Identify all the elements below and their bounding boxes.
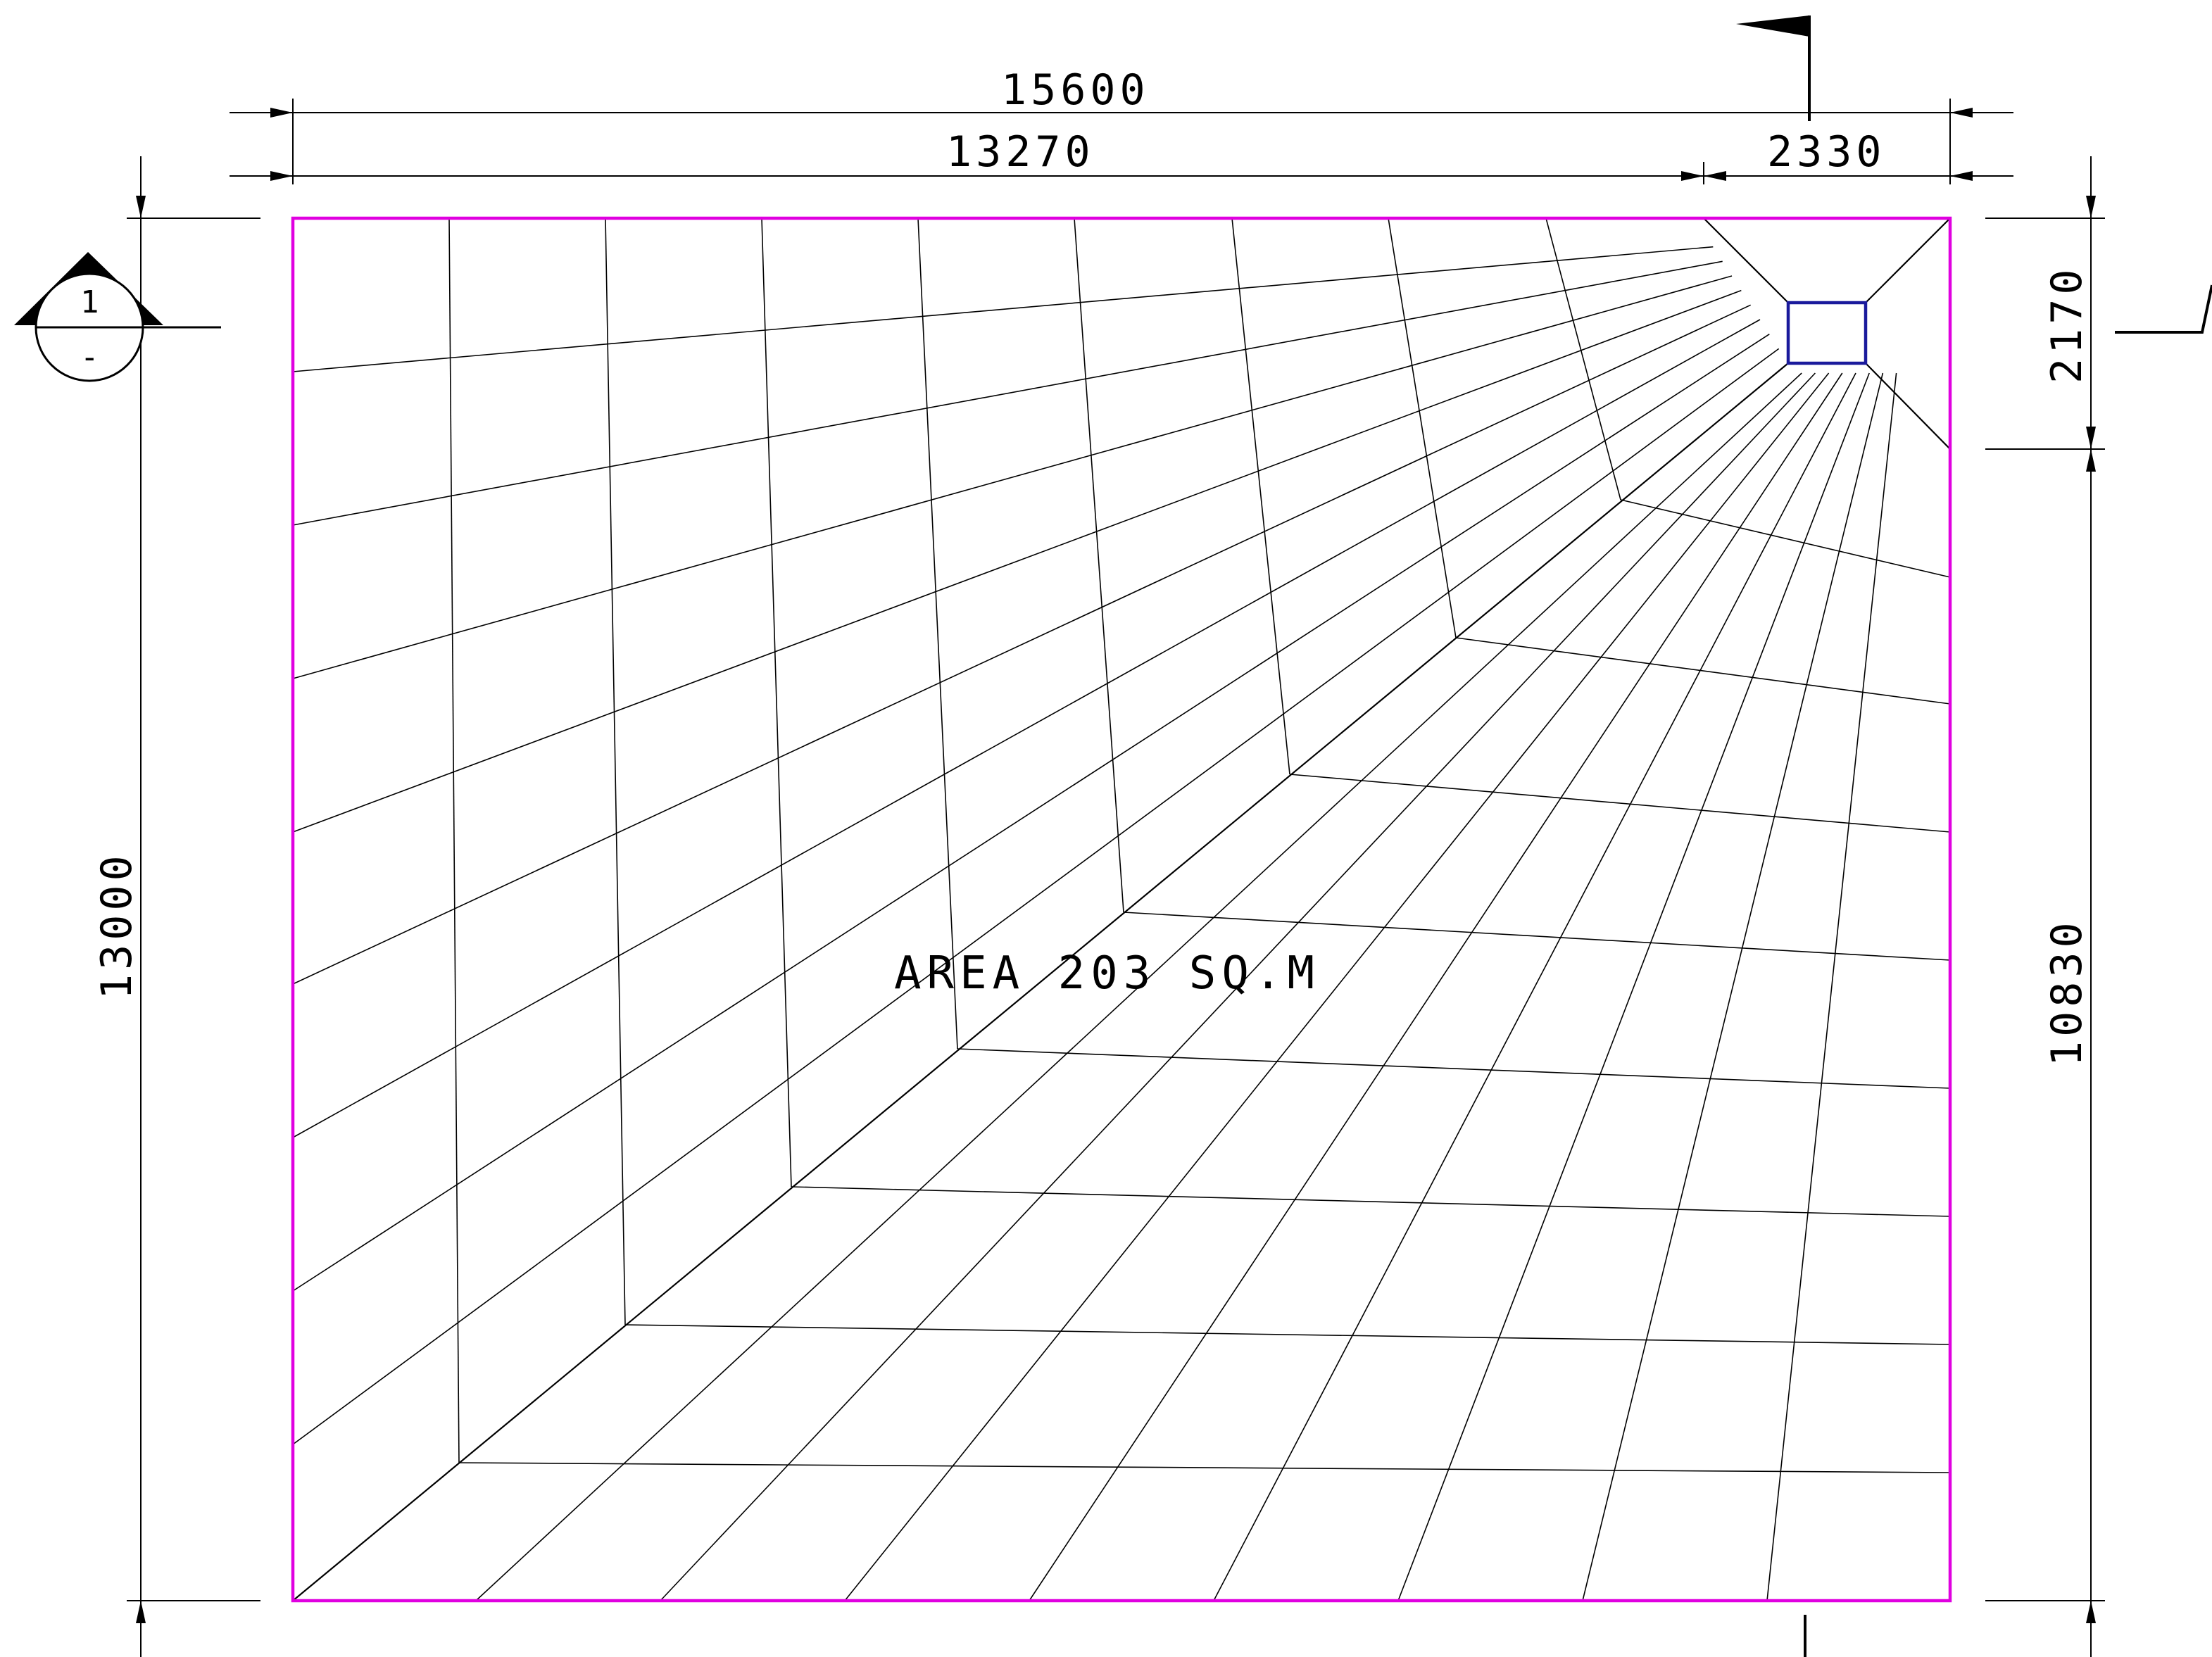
fan-line-bottom xyxy=(1029,372,1843,1601)
arrow-head xyxy=(2086,427,2096,449)
dimension-left-overall: 13000 xyxy=(92,851,142,1000)
dimension-top-overall: 15600 xyxy=(1001,65,1150,115)
dimension-right-bottom: 10830 xyxy=(2042,918,2092,1066)
tile-grid xyxy=(292,218,1951,1601)
arrow-head xyxy=(2086,1601,2096,1623)
flag-banner xyxy=(1736,15,1809,37)
rib-lower xyxy=(458,1462,1951,1473)
fan-line-bottom xyxy=(844,372,1830,1601)
fan-line-left xyxy=(292,304,1752,985)
section-marker: 1 - xyxy=(14,252,221,382)
rib-upper xyxy=(605,218,626,1325)
rib-lower xyxy=(1455,637,1951,705)
section-marker-sheet: - xyxy=(80,339,99,375)
hip-line-top-left xyxy=(1703,218,1789,303)
rib-upper xyxy=(761,218,792,1187)
fan-line-left xyxy=(292,333,1770,1292)
hip-line-right xyxy=(1865,363,1951,450)
arrow-head xyxy=(2086,196,2096,218)
rib-upper xyxy=(1545,218,1621,500)
rib-lower xyxy=(1123,912,1951,961)
arrow-head xyxy=(1704,171,1726,181)
valley-line-main xyxy=(292,363,1789,1601)
fan-line-left xyxy=(292,289,1742,833)
rib-upper xyxy=(1231,218,1290,775)
rib-lower xyxy=(624,1324,1951,1345)
fan-line-left xyxy=(292,275,1733,679)
fan-line-left xyxy=(292,319,1761,1138)
top-dimension-arrows xyxy=(270,108,1973,181)
rib-lower xyxy=(1289,774,1951,833)
arrow-head xyxy=(136,1601,146,1623)
section-marker-number: 1 xyxy=(80,284,99,320)
fan-line-bottom xyxy=(660,372,1816,1601)
right-dimension-arrows xyxy=(2086,196,2096,1623)
arrow-head xyxy=(270,171,293,181)
arrow-head xyxy=(1950,108,1973,118)
roof-boundary xyxy=(291,216,1952,1603)
section-cut-marker-right xyxy=(2115,284,2212,334)
area-label: AREA 203 SQ.M xyxy=(894,947,1320,1000)
arrow-head xyxy=(2086,449,2096,472)
arrow-head xyxy=(270,108,293,118)
fan-line-bottom xyxy=(1582,372,1884,1601)
fan-line-left xyxy=(292,246,1714,372)
edge-markers xyxy=(1804,284,2212,1657)
rib-upper xyxy=(917,218,958,1050)
dimension-right-top: 2170 xyxy=(2042,265,2092,384)
rib-upper xyxy=(1074,218,1124,913)
arrow-head xyxy=(1681,171,1704,181)
arrow-head xyxy=(1950,171,1973,181)
arrow-head xyxy=(136,196,146,218)
rib-lower xyxy=(791,1186,1951,1217)
right-dimensions xyxy=(1985,156,2105,1657)
rib-lower xyxy=(1620,499,1951,578)
valley-lines xyxy=(292,218,1951,1601)
fan-line-left xyxy=(292,348,1780,1445)
fan-line-left xyxy=(292,260,1723,526)
fan-line-bottom xyxy=(1766,372,1897,1601)
rib-upper xyxy=(448,218,460,1463)
left-dimension-arrows xyxy=(136,196,146,1623)
level-flag-icon xyxy=(1736,15,1811,121)
dimension-top-left: 13270 xyxy=(946,127,1095,177)
drain-outlet xyxy=(1786,301,1868,365)
fan-line-bottom xyxy=(475,372,1802,1601)
fan-line-bottom xyxy=(1213,372,1856,1601)
left-dimension xyxy=(127,156,260,1657)
fan-line-bottom xyxy=(1397,372,1870,1601)
dimension-top-right: 2330 xyxy=(1767,127,1886,177)
rib-upper xyxy=(1388,218,1457,638)
rib-lower xyxy=(957,1048,1951,1089)
hip-line-top-right xyxy=(1865,218,1951,303)
